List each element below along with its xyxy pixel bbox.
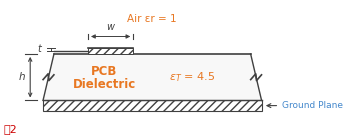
Text: $\varepsilon_T$ = 4.5: $\varepsilon_T$ = 4.5 xyxy=(169,70,215,84)
Text: Air εr = 1: Air εr = 1 xyxy=(127,14,176,24)
Polygon shape xyxy=(43,54,262,100)
Text: Dielectric: Dielectric xyxy=(73,78,136,91)
Text: Ground Plane: Ground Plane xyxy=(282,101,343,110)
Text: h: h xyxy=(18,72,25,82)
Text: t: t xyxy=(37,44,41,55)
Polygon shape xyxy=(88,48,133,54)
Text: PCB: PCB xyxy=(91,65,118,78)
Polygon shape xyxy=(43,100,262,111)
Text: 图2: 图2 xyxy=(3,124,17,134)
Text: w: w xyxy=(107,22,115,32)
